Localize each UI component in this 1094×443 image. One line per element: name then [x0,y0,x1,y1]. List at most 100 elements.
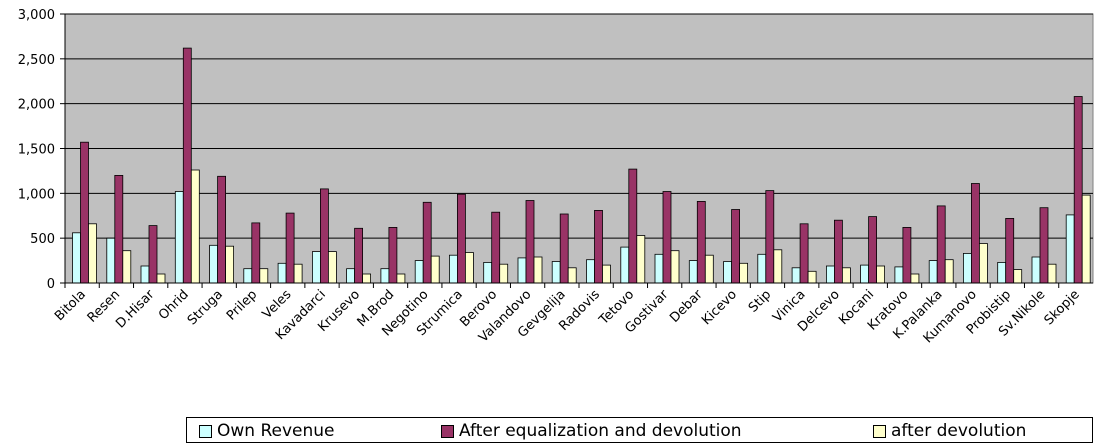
legend: Own Revenue After equalization and devol… [186,417,1093,443]
bar [148,225,158,284]
bar [491,211,501,284]
x-tick-label: Stip [746,287,774,315]
legend-item-after-equalization: After equalization and devolution [441,421,742,441]
bar [182,47,192,284]
bar [1005,217,1015,284]
bar [1081,194,1091,284]
bar [285,212,295,284]
bar [499,263,509,284]
bar [1031,256,1041,284]
bar [662,191,672,284]
y-tick-labels: 0 500 1,000 1,500 2,000 2,500 3,000 [18,8,55,292]
x-tick-label: Bitola [52,287,89,324]
bar [190,169,200,284]
bar [799,223,809,284]
bar [928,260,938,284]
x-tick-label: D.Hisar [113,287,158,332]
bar [704,254,714,284]
gridlines [60,13,1093,288]
legend-item-after-devolution: after devolution [873,421,1026,441]
bar [902,226,912,284]
bar [971,183,980,284]
bar [396,273,406,284]
bar [963,252,972,284]
bar [876,265,885,284]
bar [277,262,287,284]
y-tick-label: 1,000 [18,187,55,202]
bar [979,243,988,284]
bar [826,265,835,284]
bar [251,222,261,284]
bar [456,193,466,284]
bar [654,253,664,284]
bar [1039,207,1049,284]
bar [525,200,535,284]
bar [1013,269,1023,284]
bar [628,168,638,284]
bar [551,261,561,284]
y-tick-label: 0 [47,277,55,292]
bar [293,263,303,284]
bar [894,266,904,284]
x-tick-label: Skopje [1042,287,1083,328]
bar [422,201,432,284]
bar [122,250,132,284]
bar [80,141,89,284]
bar [174,191,184,284]
legend-label-after-devolution: after devolution [891,421,1027,441]
bar [670,250,680,284]
legend-item-own-revenue: Own Revenue [199,421,335,441]
bar [533,256,543,284]
bar [106,237,116,284]
bar [602,264,611,284]
x-tick-label: Prilep [224,287,260,323]
bar [1047,263,1057,284]
y-tick-label: 1,500 [18,143,55,158]
bar [140,265,150,284]
bar [225,245,235,284]
bar [723,261,732,284]
bar [217,175,227,284]
bar [636,235,646,284]
bars [72,47,1091,284]
bar [936,205,946,284]
y-tick-label: 500 [30,232,55,247]
bar [594,209,603,284]
bar [1065,214,1075,284]
legend-label-after-equalization: After equalization and devolution [459,421,742,441]
bar [464,252,474,284]
legend-swatch-after-equalization [441,424,454,438]
bar [688,260,698,284]
bar [362,273,372,284]
bar [72,232,81,284]
bar [311,251,321,284]
legend-swatch-after-devolution [873,424,886,438]
bar [842,267,851,284]
bar [765,190,775,284]
x-tick-label: Kicevo [699,287,740,328]
bar [910,273,920,284]
bar [380,268,390,284]
bar [209,244,219,284]
y-tick-label: 2,500 [18,53,55,68]
bar [327,251,337,284]
bar [997,261,1007,284]
bar [567,267,577,284]
bar [944,259,954,284]
bar [517,257,527,284]
bar [259,268,269,284]
bar [388,226,398,284]
bar [868,216,877,284]
bar [696,200,706,284]
bar [88,223,97,284]
y-tick-label: 3,000 [18,8,55,23]
legend-label-own-revenue: Own Revenue [217,421,335,441]
bar [319,188,329,284]
bar [860,264,869,284]
bar [414,260,424,284]
y-tick-label: 2,000 [18,98,55,113]
bar [757,253,767,284]
bar [620,246,630,284]
legend-swatch-own-revenue [199,424,212,438]
